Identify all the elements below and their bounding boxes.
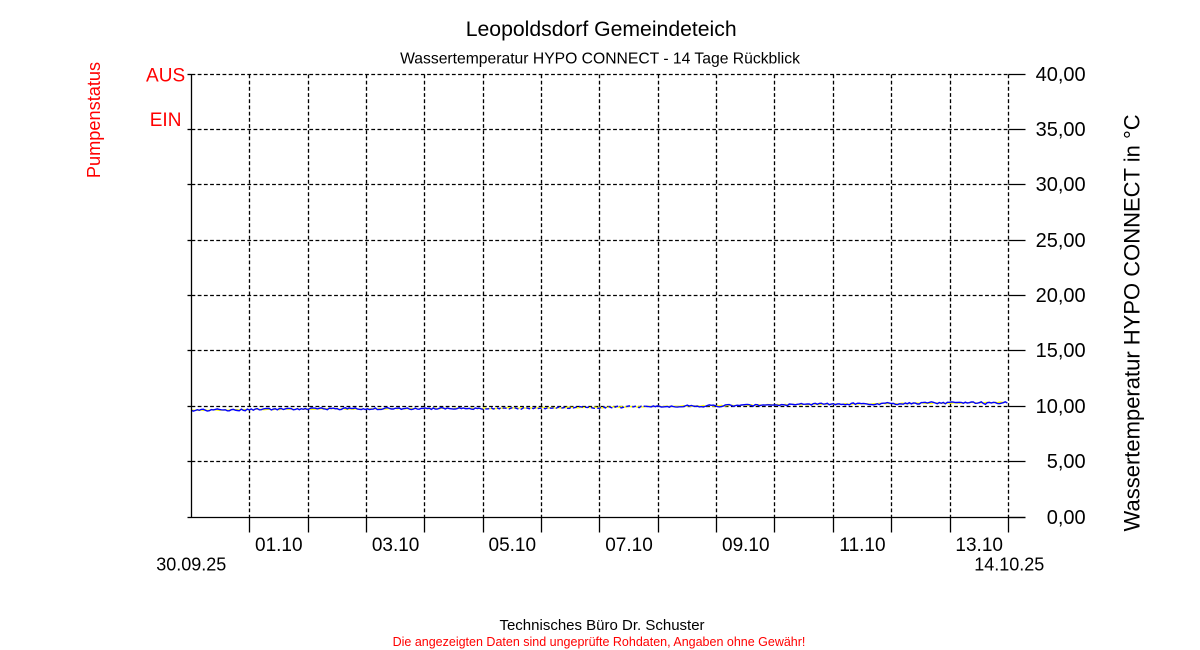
svg-text:5,00: 5,00 (1047, 451, 1086, 473)
svg-text:Die angezeigten Daten sind ung: Die angezeigten Daten sind ungeprüfte Ro… (393, 635, 806, 649)
svg-text:40,00: 40,00 (1036, 64, 1086, 86)
svg-text:01.10: 01.10 (255, 535, 303, 556)
svg-text:09.10: 09.10 (722, 535, 770, 556)
svg-text:11.10: 11.10 (839, 535, 885, 556)
svg-text:Leopoldsdorf Gemeindeteich: Leopoldsdorf Gemeindeteich (466, 18, 737, 41)
svg-text:05.10: 05.10 (489, 535, 537, 556)
svg-text:25,00: 25,00 (1036, 230, 1086, 252)
svg-text:15,00: 15,00 (1036, 340, 1086, 362)
svg-text:13.10: 13.10 (955, 535, 1003, 556)
svg-text:35,00: 35,00 (1036, 119, 1086, 141)
svg-text:Technisches Büro Dr. Schuster: Technisches Büro Dr. Schuster (499, 617, 704, 634)
svg-text:Wassertemperatur HYPO CONNECT: Wassertemperatur HYPO CONNECT in °C (1120, 114, 1145, 531)
svg-text:10,00: 10,00 (1036, 396, 1086, 418)
svg-text:0,00: 0,00 (1047, 507, 1086, 529)
svg-text:EIN: EIN (150, 110, 182, 131)
svg-text:Pumpenstatus: Pumpenstatus (84, 62, 104, 178)
svg-text:14.10.25: 14.10.25 (974, 554, 1044, 574)
svg-text:30,00: 30,00 (1036, 174, 1086, 196)
svg-text:AUS: AUS (146, 65, 185, 86)
svg-text:Wassertemperatur HYPO CONNECT: Wassertemperatur HYPO CONNECT - 14 Tage … (400, 50, 800, 67)
svg-text:07.10: 07.10 (605, 535, 653, 556)
svg-text:20,00: 20,00 (1036, 285, 1086, 307)
svg-text:03.10: 03.10 (372, 535, 420, 556)
svg-text:30.09.25: 30.09.25 (156, 554, 226, 574)
